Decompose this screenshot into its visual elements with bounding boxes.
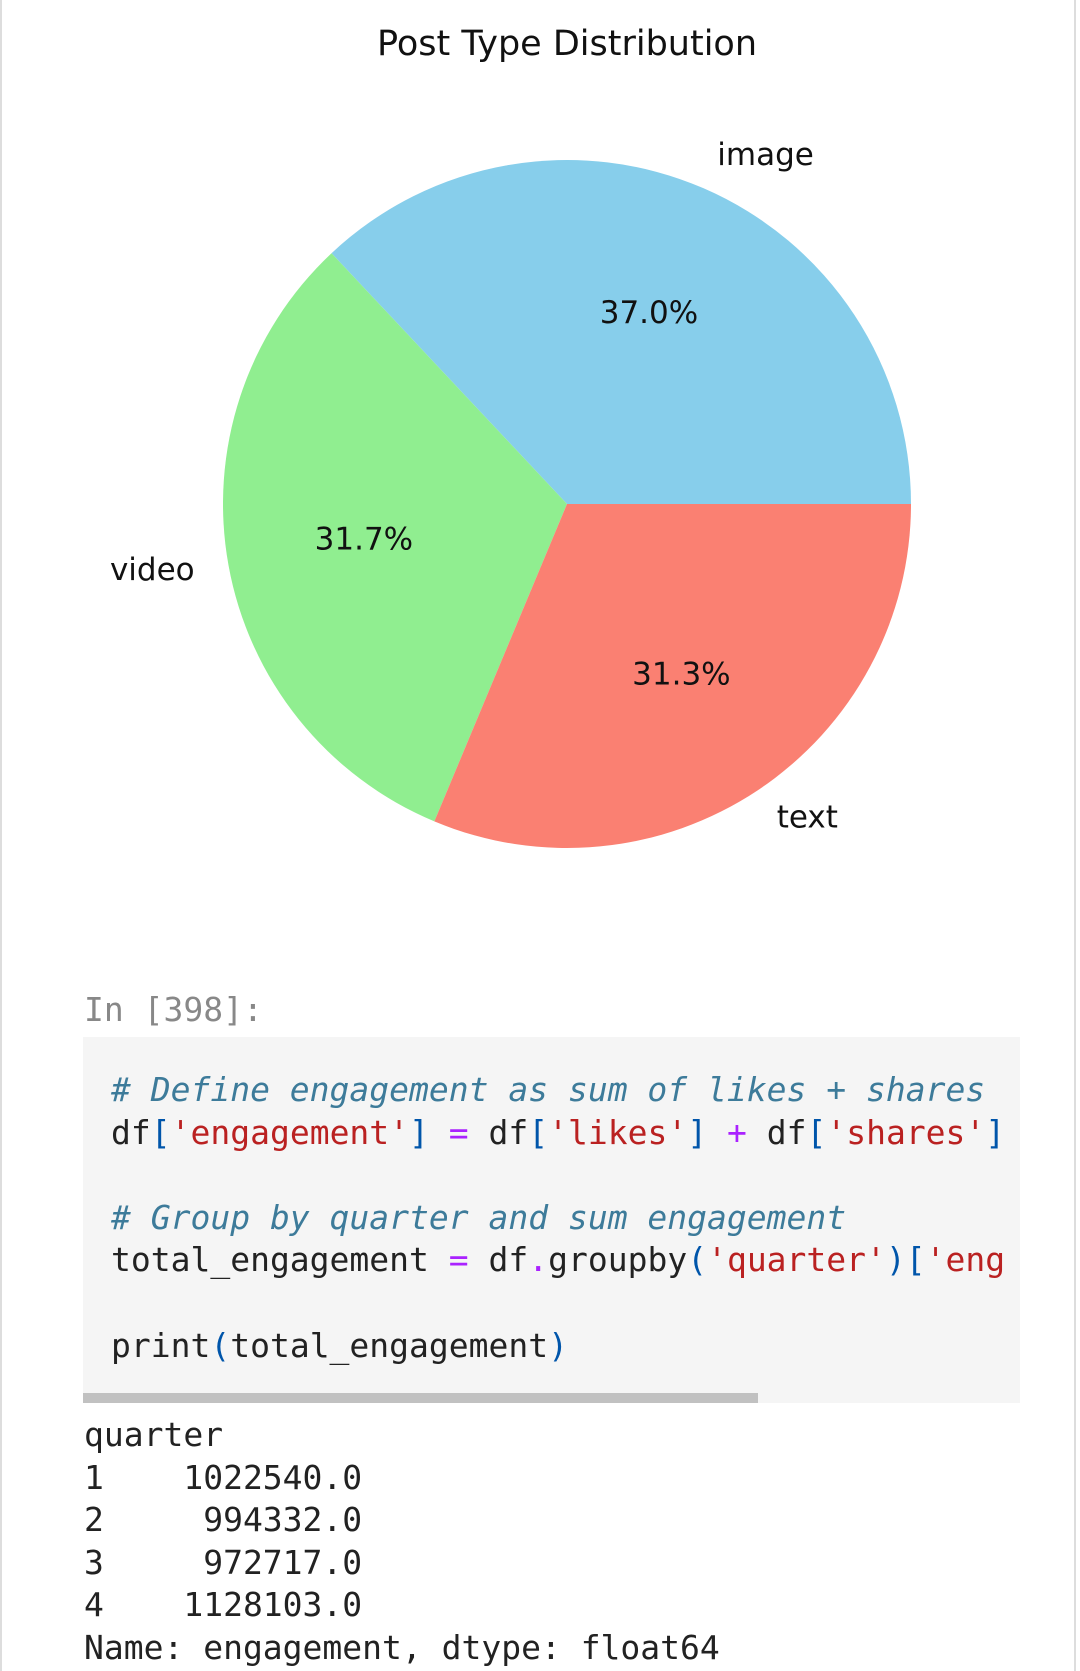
output-line: 2 994332.0 [84, 1500, 363, 1540]
output-line: quarter [84, 1415, 224, 1454]
code-line: # Group by quarter and sum engagement [111, 1197, 847, 1237]
slice-label: video [110, 552, 195, 588]
slice-label: image [717, 137, 814, 173]
slice-value-label: 31.3% [632, 656, 730, 692]
code-line: ​ [111, 1282, 1005, 1325]
code-cell[interactable]: # Define engagement as sum of likes + sh… [83, 1037, 1020, 1403]
pie-slice [434, 504, 911, 849]
output-line: 3 972717.0 [84, 1542, 363, 1582]
code-line: df['engagement'] = df['likes'] + df['sha… [111, 1112, 1006, 1152]
pie-slice [223, 253, 568, 822]
code-line: print(total_engagement) [111, 1325, 568, 1365]
cell-output: quarter 1 1022540.0 2 994332.0 3 972717.0 4 … [84, 1414, 720, 1670]
output-line: 4 1128103.0 [84, 1585, 363, 1625]
output-line: 1 1022540.0 [84, 1457, 363, 1497]
code-line: ​ [111, 1154, 1005, 1197]
code-line: total_engagement = df.groupby('quarter')… [111, 1240, 1006, 1280]
code-line: # Define engagement as sum of likes + sh… [111, 1070, 986, 1109]
slice-value-label: 31.7% [315, 521, 413, 557]
code: # Define engagement as sum of likes + sh… [111, 1069, 1005, 1367]
output-line: Name: engagement, dtype: float64 [84, 1627, 720, 1667]
cell-prompt: In [398]: [84, 990, 263, 1029]
slice-value-label: 37.0% [600, 295, 698, 331]
scrollbar[interactable] [83, 1393, 758, 1403]
slice-label: text [777, 799, 838, 835]
pie-slice [331, 160, 911, 504]
chart: Post Type Distribution image 37.0% video 31… [110, 24, 911, 849]
chart-title: Post Type Distribution [377, 24, 757, 64]
